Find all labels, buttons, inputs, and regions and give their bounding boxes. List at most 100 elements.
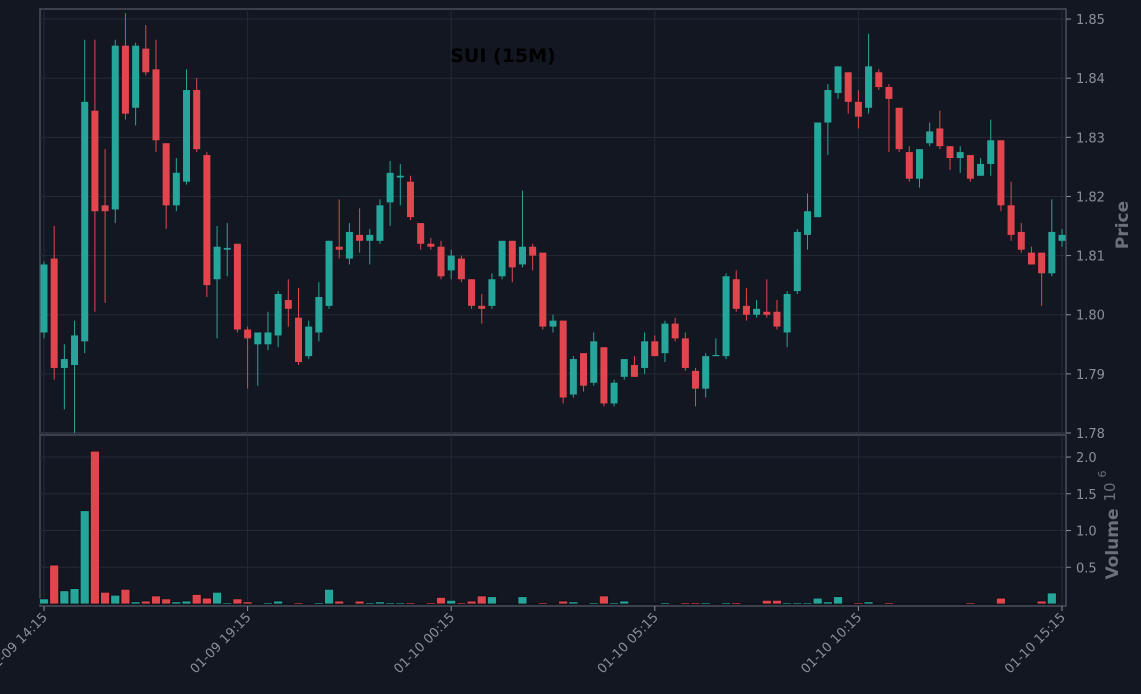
marks — [39, 13, 1066, 605]
candle-body — [427, 243, 435, 247]
volume-bar — [79, 510, 90, 605]
candle-body — [814, 122, 822, 218]
volume-bar — [1026, 602, 1037, 605]
candle-body — [946, 146, 954, 159]
candle-body — [437, 246, 445, 277]
volume-bar — [741, 602, 752, 605]
y2-tick-label: 1.5 — [1076, 488, 1097, 503]
volume-bar — [690, 602, 701, 605]
candle-body — [915, 149, 923, 179]
candle-body — [997, 140, 1005, 206]
volume-bar — [242, 601, 253, 605]
volume-bar — [884, 602, 894, 605]
volume-bar — [629, 602, 640, 605]
y-tick-label: 1.81 — [1076, 250, 1105, 265]
volume-bar — [527, 602, 538, 605]
volume-bar — [873, 602, 884, 605]
volume-bar — [69, 588, 80, 605]
candle-body — [702, 356, 710, 389]
volume-bar — [904, 602, 915, 605]
y-tick-label: 1.78 — [1076, 427, 1105, 442]
candle-body — [539, 252, 547, 327]
y2-tick-label: 1.0 — [1076, 525, 1097, 540]
candle-body — [956, 152, 964, 159]
volume-bar — [812, 597, 823, 605]
candle-body — [742, 305, 750, 315]
candle-body — [722, 276, 730, 357]
volume-bar — [680, 602, 691, 605]
y-tick-label: 1.85 — [1076, 13, 1105, 28]
candle-body — [213, 246, 221, 280]
price-panel — [39, 8, 1067, 434]
volume-bar — [487, 596, 497, 605]
volume-bar — [985, 602, 996, 605]
candle-body — [172, 172, 180, 206]
y2-tick-label: 0.5 — [1076, 561, 1097, 576]
candle-body — [854, 101, 862, 117]
volume-bar — [568, 601, 579, 605]
candle-body — [885, 87, 893, 99]
candle-body — [651, 341, 659, 357]
volume-bar — [599, 595, 609, 605]
volume-bar — [700, 602, 711, 605]
volume-bar — [639, 602, 650, 605]
volume-bar — [558, 600, 569, 605]
candle-body — [335, 246, 343, 250]
volume-bar — [588, 602, 599, 605]
volume-bar — [181, 600, 192, 605]
candle-body — [692, 370, 700, 389]
volume-bar — [151, 595, 161, 605]
volume-bar — [996, 597, 1006, 605]
candle-body — [203, 155, 211, 286]
candle-body — [478, 305, 486, 309]
volume-bar — [537, 602, 548, 605]
volume-bar — [201, 597, 212, 605]
candle-body — [1027, 252, 1035, 265]
candle-body — [732, 279, 740, 309]
volume-bar — [914, 602, 925, 605]
volume-bar — [731, 602, 742, 605]
volume-bar — [792, 602, 803, 605]
volume-bar — [975, 602, 986, 605]
candle-body — [295, 317, 302, 363]
volume-bar — [252, 602, 263, 605]
candle-body — [284, 299, 292, 309]
candle-body — [1038, 252, 1046, 274]
volume-bar — [110, 594, 121, 605]
candle-body — [753, 308, 761, 315]
y2-tick-label: 2.0 — [1076, 451, 1097, 466]
volume-bar — [120, 588, 131, 605]
volume-bar — [273, 600, 284, 605]
candle-body — [447, 255, 455, 271]
volume-bar — [1016, 602, 1027, 605]
candle-body — [193, 90, 201, 150]
candle-body — [356, 234, 364, 241]
candle-body — [518, 246, 526, 265]
candle-body — [60, 359, 68, 368]
candle-body — [50, 258, 58, 368]
candle-body — [366, 234, 374, 241]
y-tick-label: 1.83 — [1076, 131, 1105, 146]
candle-body — [834, 66, 842, 93]
candle-body — [406, 181, 414, 218]
candle-body — [895, 107, 903, 150]
volume-bar — [945, 602, 955, 605]
volume-bar — [802, 602, 813, 605]
candle-body — [905, 152, 913, 179]
volume-bar — [425, 602, 436, 605]
candle-body — [71, 335, 79, 365]
volume-bar — [354, 600, 365, 605]
candle-body — [977, 163, 985, 176]
volume-bar — [334, 600, 345, 605]
candle-body — [91, 110, 99, 212]
volume-bar — [833, 596, 843, 605]
volume-bar — [446, 599, 457, 605]
candle-body — [865, 66, 873, 108]
chart-title: SUI (15M) — [450, 45, 556, 67]
candle-body — [396, 175, 404, 178]
volume-bar — [344, 602, 355, 605]
volume-bar — [313, 602, 324, 605]
candle-body — [926, 131, 934, 144]
